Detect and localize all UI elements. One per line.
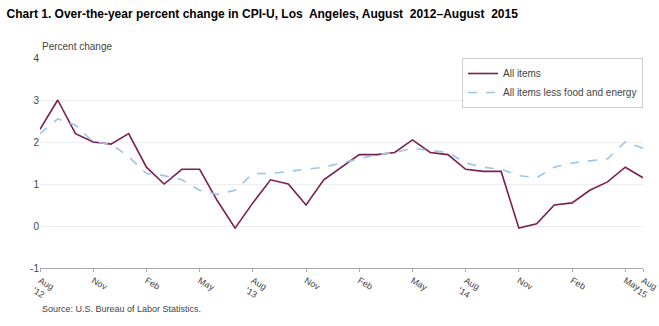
svg-text:Feb: Feb: [569, 275, 587, 291]
svg-text:May: May: [622, 275, 642, 292]
svg-text:Chart 1. Over-the-year percent: Chart 1. Over-the-year percent change in…: [7, 7, 519, 21]
svg-text:May: May: [409, 275, 429, 292]
svg-text:Aug'12: Aug'12: [31, 275, 56, 302]
svg-text:-1: -1: [30, 263, 39, 274]
svg-text:Percent change: Percent change: [42, 41, 112, 52]
svg-text:All items less food and energy: All items less food and energy: [503, 87, 636, 98]
svg-text:Nov: Nov: [516, 275, 535, 292]
svg-text:Aug'13: Aug'13: [244, 275, 269, 302]
svg-text:Aug'14: Aug'14: [457, 275, 482, 302]
svg-text:1: 1: [33, 179, 39, 190]
svg-text:Aug'15: Aug'15: [634, 275, 659, 302]
svg-text:4: 4: [33, 53, 39, 64]
svg-text:All items: All items: [503, 68, 541, 79]
svg-text:Nov: Nov: [90, 275, 109, 292]
svg-text:0: 0: [33, 221, 39, 232]
svg-text:Nov: Nov: [303, 275, 322, 292]
svg-text:2: 2: [33, 137, 39, 148]
svg-text:Source: U.S. Bureau of Labor S: Source: U.S. Bureau of Labor Statistics.: [42, 304, 201, 314]
svg-text:3: 3: [33, 95, 39, 106]
svg-text:Feb: Feb: [356, 275, 374, 291]
svg-text:May: May: [196, 275, 216, 292]
svg-text:Feb: Feb: [143, 275, 161, 291]
